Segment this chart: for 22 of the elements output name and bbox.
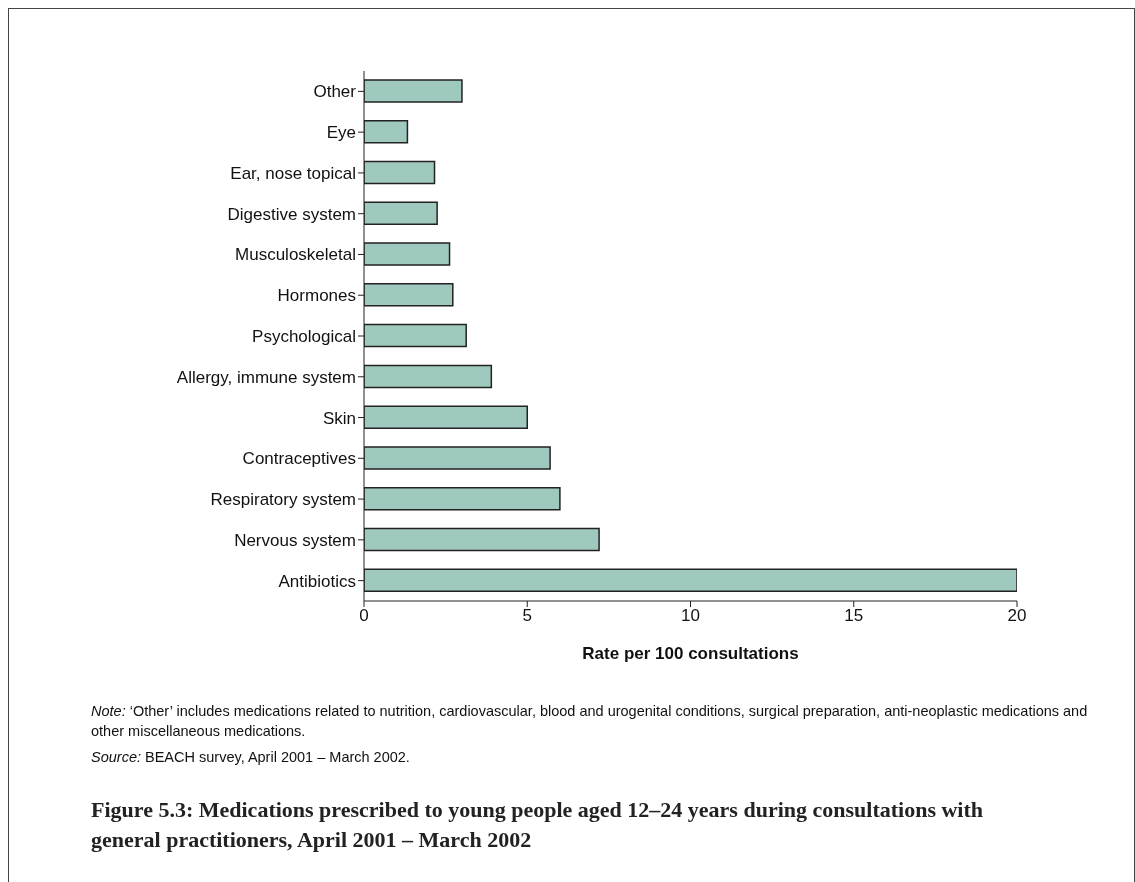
y-tick-label: Allergy, immune system	[176, 367, 356, 387]
y-tick-label: Psychological	[252, 327, 356, 347]
y-tick-label: Musculoskeletal	[235, 245, 356, 265]
y-tick-label: Contraceptives	[242, 449, 356, 469]
x-tick-label: 10	[681, 606, 700, 626]
x-tick-label: 0	[359, 606, 369, 626]
y-tick-label: Ear, nose topical	[230, 163, 356, 183]
x-tick-label: 15	[844, 606, 864, 626]
x-tick-label: 20	[1007, 606, 1027, 626]
x-tick-label: 5	[522, 606, 532, 626]
text: Figure 5.3: Medications prescribed to young people aged 12–24 years during consultations with general practitioners, April 2001 – March 2002	[91, 796, 985, 854]
y-tick-label: Skin	[322, 408, 356, 428]
y-tick-label: Antibiotics	[278, 571, 356, 591]
source-note: Source: BEACH survey, April 2001 – March 2002.	[91, 749, 410, 765]
text: Note: ‘Other’ includes medications related to nutrition, cardiovascular, blood and urogenital conditions, surgical preparation, anti-neoplastic medications and other miscellaneous medications.	[91, 703, 1088, 739]
y-tick-label: Eye	[326, 123, 356, 143]
x-axis-title: Rate per 100 consultations	[582, 644, 799, 663]
y-tick-label: Other	[313, 82, 357, 102]
y-tick-label: Hormones	[277, 286, 356, 306]
y-tick-label: Respiratory system	[210, 490, 356, 510]
y-tick-label: Digestive system	[227, 204, 356, 224]
y-tick-label: Nervous system	[234, 530, 356, 550]
